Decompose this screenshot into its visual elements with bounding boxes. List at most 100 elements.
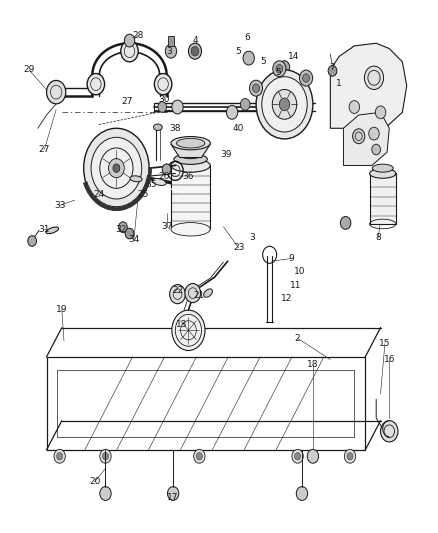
Circle shape <box>124 34 135 47</box>
Circle shape <box>119 222 127 232</box>
Circle shape <box>91 138 142 199</box>
Circle shape <box>185 284 201 303</box>
Text: 3: 3 <box>166 47 172 55</box>
Circle shape <box>292 449 303 463</box>
Text: 9: 9 <box>288 254 294 263</box>
Circle shape <box>243 51 254 65</box>
Circle shape <box>276 64 283 73</box>
Text: 34: 34 <box>128 236 140 245</box>
Text: 14: 14 <box>287 52 299 61</box>
Ellipse shape <box>171 159 210 172</box>
Bar <box>370 173 396 224</box>
Text: 18: 18 <box>307 360 318 369</box>
Text: 22: 22 <box>172 286 183 295</box>
Text: 38: 38 <box>170 124 181 133</box>
Text: 17: 17 <box>167 493 179 502</box>
Text: 25: 25 <box>137 190 148 199</box>
Circle shape <box>102 453 109 460</box>
Circle shape <box>188 43 201 59</box>
Ellipse shape <box>171 223 210 236</box>
Ellipse shape <box>174 154 207 164</box>
Circle shape <box>300 70 313 86</box>
Polygon shape <box>343 112 389 165</box>
Circle shape <box>253 84 259 92</box>
Text: 29: 29 <box>23 66 35 74</box>
Ellipse shape <box>177 139 205 148</box>
Circle shape <box>272 90 297 119</box>
Circle shape <box>196 453 202 460</box>
Circle shape <box>172 100 183 114</box>
Bar <box>168 36 174 46</box>
Text: 11: 11 <box>290 280 301 289</box>
Circle shape <box>273 61 286 77</box>
Circle shape <box>296 487 307 500</box>
Circle shape <box>167 487 179 500</box>
Text: 8: 8 <box>375 233 381 242</box>
Text: 1: 1 <box>336 78 342 87</box>
Ellipse shape <box>204 289 212 297</box>
Circle shape <box>194 449 205 463</box>
Circle shape <box>121 41 138 62</box>
Text: 12: 12 <box>281 294 292 303</box>
Circle shape <box>303 74 310 82</box>
Circle shape <box>353 129 365 144</box>
Circle shape <box>158 102 166 112</box>
Circle shape <box>349 101 360 114</box>
Circle shape <box>340 216 351 229</box>
Circle shape <box>46 80 66 104</box>
Circle shape <box>307 449 318 463</box>
Text: 37: 37 <box>161 222 173 231</box>
Ellipse shape <box>180 151 201 159</box>
Polygon shape <box>171 144 210 158</box>
Circle shape <box>344 449 356 463</box>
Ellipse shape <box>152 179 166 185</box>
Text: 26: 26 <box>159 172 170 181</box>
Ellipse shape <box>372 164 393 172</box>
Text: 30: 30 <box>159 94 170 103</box>
Text: 31: 31 <box>39 225 50 234</box>
Circle shape <box>172 310 205 351</box>
Polygon shape <box>330 43 407 128</box>
Circle shape <box>262 77 307 132</box>
Bar <box>57 370 354 437</box>
Circle shape <box>372 144 381 155</box>
Circle shape <box>100 487 111 500</box>
Text: 10: 10 <box>294 268 306 276</box>
Circle shape <box>279 98 290 111</box>
Circle shape <box>256 70 313 139</box>
Text: 5: 5 <box>260 58 265 66</box>
Circle shape <box>381 421 398 442</box>
Circle shape <box>162 164 171 174</box>
Text: 23: 23 <box>233 244 244 253</box>
Circle shape <box>364 66 384 90</box>
Text: 7: 7 <box>330 63 336 71</box>
Text: 6: 6 <box>244 34 250 43</box>
Circle shape <box>57 453 63 460</box>
Circle shape <box>279 61 290 74</box>
Ellipse shape <box>171 136 210 150</box>
Text: 27: 27 <box>122 97 133 106</box>
Text: 5: 5 <box>236 47 241 55</box>
Circle shape <box>84 128 149 208</box>
Text: 4: 4 <box>192 36 198 45</box>
Text: 32: 32 <box>115 225 127 234</box>
Text: 21: 21 <box>194 291 205 300</box>
Circle shape <box>369 127 379 140</box>
Circle shape <box>347 453 353 460</box>
Circle shape <box>170 285 185 304</box>
Circle shape <box>125 228 134 239</box>
Text: 24: 24 <box>93 190 105 199</box>
Circle shape <box>250 80 262 96</box>
Circle shape <box>54 449 65 463</box>
Circle shape <box>191 46 199 56</box>
Circle shape <box>87 74 105 95</box>
Circle shape <box>165 44 177 58</box>
Circle shape <box>28 236 36 246</box>
Text: 19: 19 <box>56 304 67 313</box>
Circle shape <box>113 164 120 172</box>
Bar <box>171 165 210 229</box>
Text: 13: 13 <box>176 320 187 329</box>
Text: 27: 27 <box>39 145 50 154</box>
Text: 40: 40 <box>233 124 244 133</box>
Text: 28: 28 <box>133 31 144 40</box>
